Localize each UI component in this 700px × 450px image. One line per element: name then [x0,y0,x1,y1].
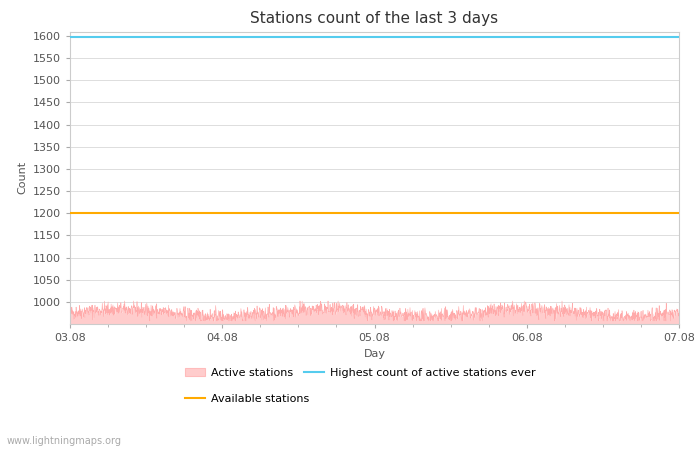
Text: www.lightningmaps.org: www.lightningmaps.org [7,436,122,446]
X-axis label: Day: Day [363,349,386,359]
Legend: Available stations: Available stations [186,394,309,404]
Y-axis label: Count: Count [18,161,27,194]
Title: Stations count of the last 3 days: Stations count of the last 3 days [251,11,498,26]
